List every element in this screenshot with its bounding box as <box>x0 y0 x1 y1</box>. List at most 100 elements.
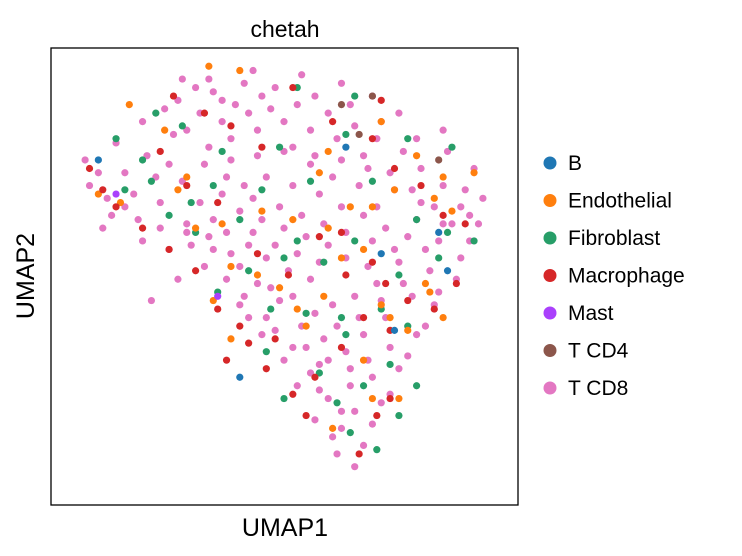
point-t-cd8 <box>200 160 209 168</box>
point-t-cd8 <box>249 194 257 202</box>
point-t-cd8 <box>329 301 337 309</box>
point-endothelial <box>258 207 266 215</box>
point-fibroblast <box>258 186 266 194</box>
point-t-cd8 <box>421 322 430 330</box>
point-t-cd8 <box>439 220 447 228</box>
point-t-cd8 <box>205 143 213 151</box>
legend-marker-fibroblast <box>543 231 557 245</box>
point-macrophage <box>289 83 297 92</box>
point-fibroblast <box>280 254 288 262</box>
point-t-cd8 <box>258 331 266 339</box>
point-t-cd8 <box>413 135 421 143</box>
point-mast <box>214 292 222 300</box>
point-fibroblast <box>368 177 376 185</box>
point-t-cd8 <box>479 194 487 202</box>
point-macrophage <box>112 203 120 211</box>
point-t-cd8 <box>333 135 341 143</box>
point-t-cd8 <box>395 109 403 117</box>
point-t-cd8 <box>351 292 359 300</box>
point-t-cd8 <box>435 288 443 296</box>
point-endothelial <box>315 169 323 177</box>
point-t-cd8 <box>227 250 235 258</box>
point-t-cd8 <box>271 83 279 92</box>
point-endothelial <box>377 118 385 126</box>
point-t-cd8 <box>192 83 200 92</box>
point-t-cd8 <box>311 152 319 160</box>
point-fibroblast <box>112 135 120 143</box>
point-b <box>236 373 244 381</box>
point-t-cd8 <box>373 279 381 288</box>
point-macrophage <box>373 411 381 420</box>
point-t-cd8 <box>377 399 385 407</box>
point-fibroblast <box>121 186 129 194</box>
legend-marker-macrophage <box>543 269 557 282</box>
point-t-cd8 <box>306 275 315 283</box>
point-macrophage <box>236 322 244 330</box>
point-t-cd8 <box>183 220 191 228</box>
point-t-cd8 <box>329 433 337 441</box>
point-macrophage <box>329 118 337 126</box>
point-t-cd8 <box>298 71 306 79</box>
point-fibroblast <box>342 130 350 139</box>
point-macrophage <box>99 186 107 194</box>
point-fibroblast <box>138 156 147 164</box>
point-t-cd8 <box>289 143 297 151</box>
point-fibroblast <box>302 309 310 317</box>
point-fibroblast <box>275 143 284 151</box>
point-b <box>377 250 385 258</box>
point-t-cd8 <box>240 79 248 87</box>
point-fibroblast <box>280 394 288 403</box>
point-t-cd8 <box>236 207 244 215</box>
point-endothelial <box>125 101 133 109</box>
point-endothelial <box>404 326 412 334</box>
point-t-cd8 <box>382 224 390 232</box>
point-t-cd8 <box>218 96 226 104</box>
point-t-cd8 <box>205 75 213 83</box>
point-macrophage <box>262 365 270 373</box>
point-fibroblast <box>413 216 421 224</box>
point-t-cd8 <box>302 343 310 352</box>
point-macrophage <box>222 356 231 364</box>
point-t-cd8 <box>333 450 341 458</box>
point-t-cd8 <box>421 245 430 254</box>
point-macrophage <box>258 143 266 151</box>
point-t-cd8 <box>337 203 346 211</box>
point-t-cd8 <box>390 245 399 254</box>
point-fibroblast <box>413 382 421 390</box>
point-endothelial <box>386 314 394 322</box>
point-endothelial <box>293 305 301 313</box>
point-endothelial <box>227 335 235 343</box>
point-fibroblast <box>333 399 341 407</box>
point-t-cd8 <box>364 164 372 173</box>
point-t-cd8 <box>404 352 412 360</box>
point-endothelial <box>183 173 191 181</box>
point-t-cd8 <box>404 233 412 241</box>
point-t-cd8 <box>245 109 253 117</box>
point-t-cd8 <box>240 181 248 190</box>
point-t-cd8 <box>209 216 217 224</box>
point-t-cd8 <box>262 173 270 181</box>
point-endothelial <box>368 394 376 403</box>
point-t-cd8 <box>311 92 319 100</box>
point-t-cd8 <box>359 211 368 219</box>
point-t-cd8 <box>466 211 474 219</box>
point-endothelial <box>368 203 376 211</box>
point-macrophage <box>377 96 385 104</box>
point-endothelial <box>470 169 478 177</box>
point-t-cd8 <box>439 181 447 190</box>
point-endothelial <box>439 173 447 181</box>
point-fibroblast <box>395 271 403 279</box>
legend-label-fibroblast: Fibroblast <box>568 227 660 250</box>
point-t-cd8 <box>103 194 111 202</box>
point-endothelial <box>448 207 456 215</box>
point-t-cd8 <box>245 241 253 249</box>
legend-label-macrophage: Macrophage <box>568 265 685 288</box>
point-t-cd8 <box>351 463 359 471</box>
point-t-cd8 <box>236 262 244 271</box>
point-endothelial <box>236 66 244 75</box>
point-t-cd8 <box>457 203 465 211</box>
point-endothelial <box>253 271 262 279</box>
point-t-cd8 <box>386 343 394 352</box>
point-endothelial <box>430 194 438 202</box>
